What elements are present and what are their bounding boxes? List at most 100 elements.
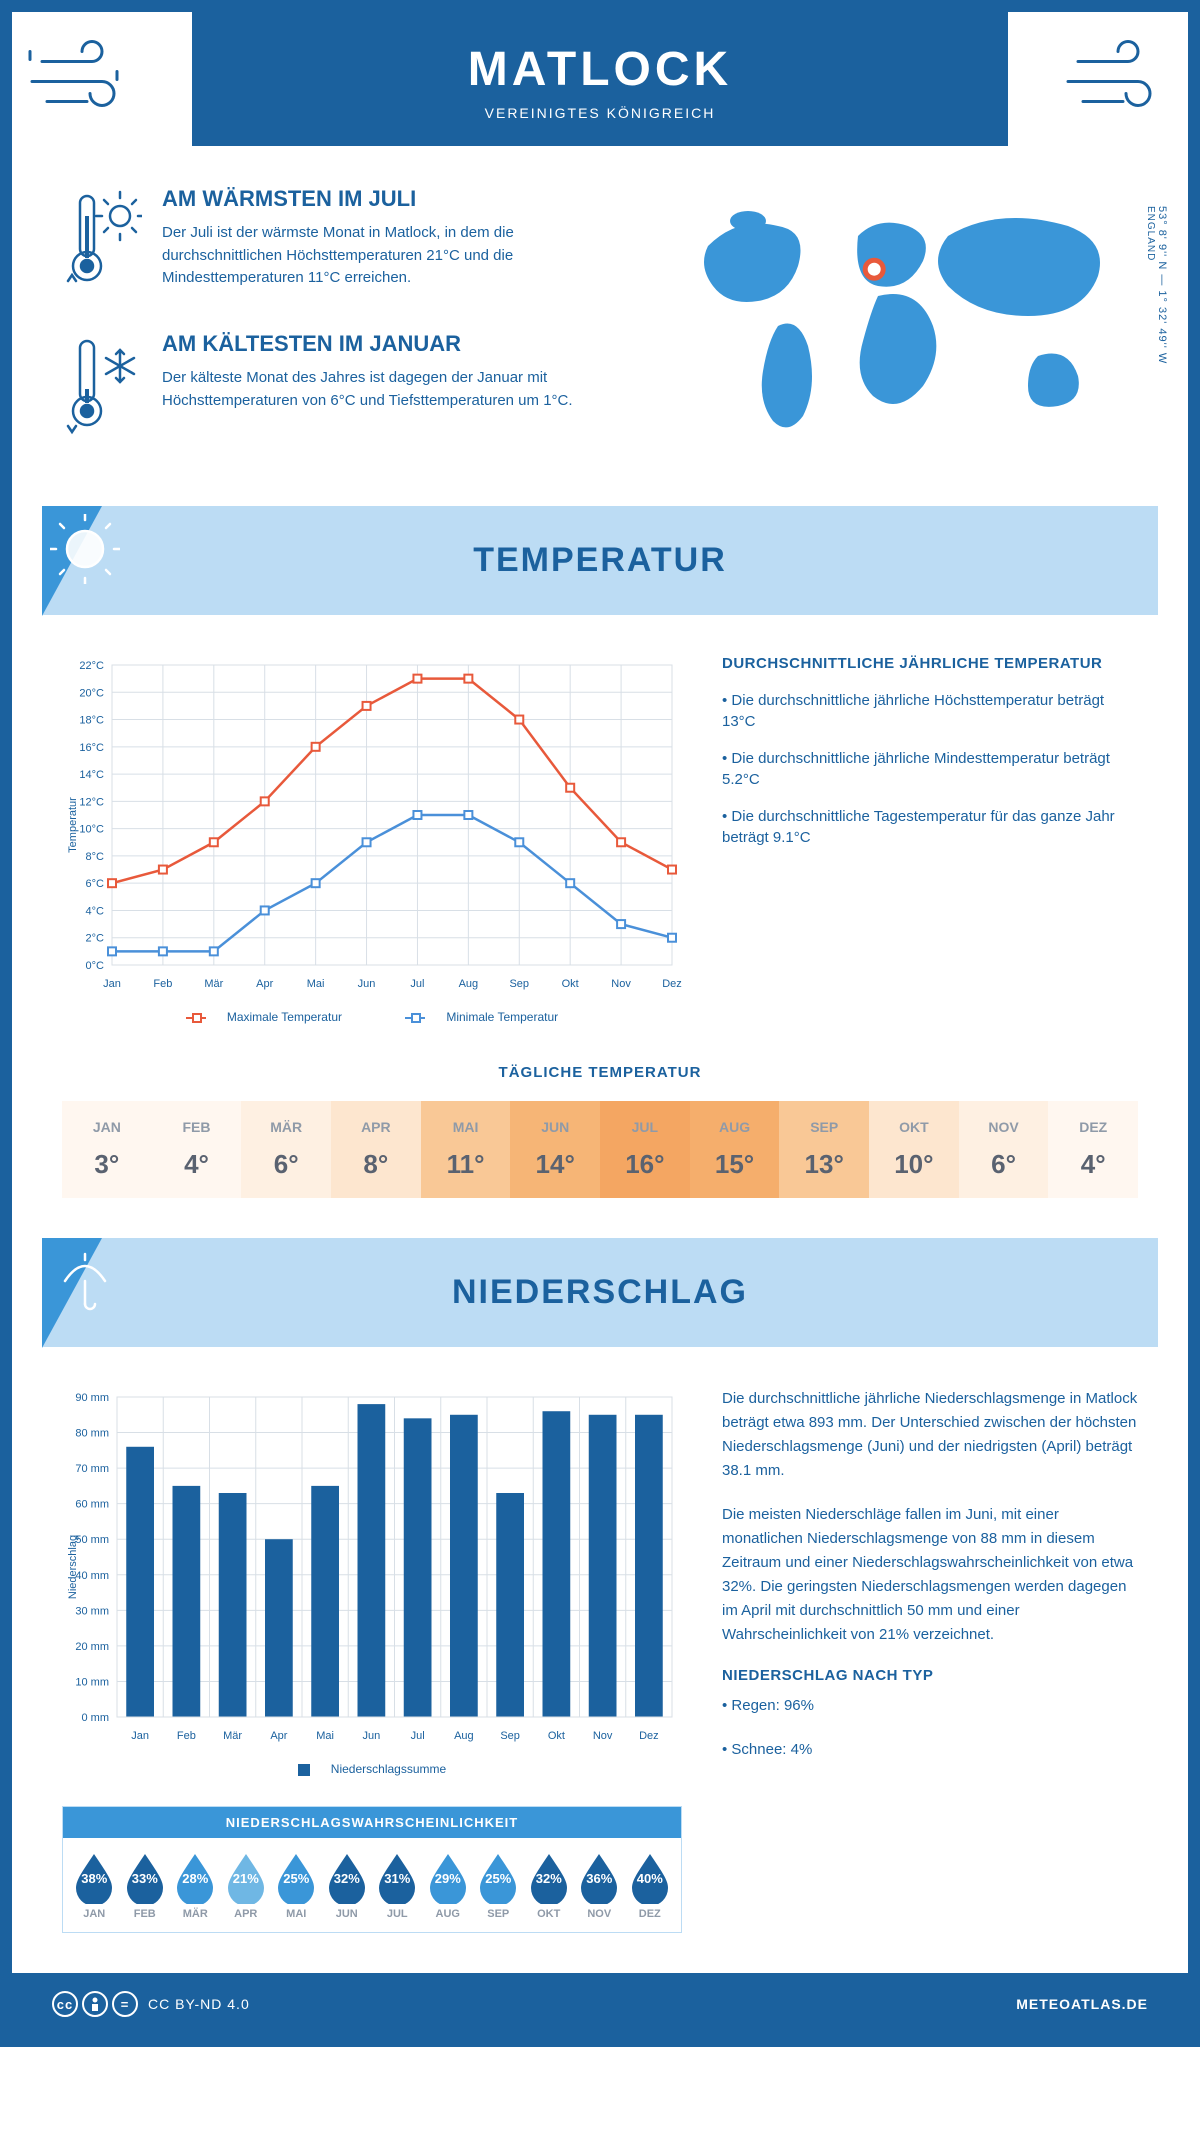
svg-text:30 mm: 30 mm [75, 1605, 109, 1617]
infographic-page: MATLOCK VEREINIGTES KÖNIGREICH [0, 0, 1200, 2047]
temp-info-heading: DURCHSCHNITTLICHE JÄHRLICHE TEMPERATUR [722, 655, 1138, 672]
daily-temp-cell: FEB4° [152, 1101, 242, 1198]
precip-type-heading: NIEDERSCHLAG NACH TYP [722, 1667, 1138, 1684]
precipitation-body: 0 mm10 mm20 mm30 mm40 mm50 mm60 mm70 mm8… [12, 1347, 1188, 1973]
svg-text:20 mm: 20 mm [75, 1641, 109, 1653]
svg-text:16°C: 16°C [79, 742, 104, 754]
svg-text:Nov: Nov [611, 978, 631, 990]
precipitation-bar-chart: 0 mm10 mm20 mm30 mm40 mm50 mm60 mm70 mm8… [62, 1387, 682, 1776]
temp-bullet: • Die durchschnittliche jährliche Mindes… [722, 748, 1138, 790]
svg-text:Sep: Sep [509, 978, 529, 990]
probability-drop: 33%FEB [120, 1850, 171, 1920]
daily-temp-cell: SEP13° [779, 1101, 869, 1198]
precipitation-section-header: NIEDERSCHLAG [42, 1238, 1158, 1347]
prob-heading: NIEDERSCHLAGSWAHRSCHEINLICHKEIT [63, 1807, 681, 1838]
probability-drop: 32%JUN [322, 1850, 373, 1920]
svg-text:22°C: 22°C [79, 660, 104, 672]
svg-text:40 mm: 40 mm [75, 1570, 109, 1582]
coordinates: 53° 8' 9'' N — 1° 32' 49'' WENGLAND [1144, 206, 1168, 364]
daily-temp-cell: MÄR6° [241, 1101, 331, 1198]
daily-temp-cell: APR8° [331, 1101, 421, 1198]
cc-icon: cc [52, 1991, 78, 2017]
probability-drop: 32%OKT [524, 1850, 575, 1920]
svg-text:Nov: Nov [593, 1730, 613, 1742]
svg-text:Apr: Apr [256, 978, 273, 990]
svg-text:Mär: Mär [223, 1730, 242, 1742]
svg-text:60 mm: 60 mm [75, 1499, 109, 1511]
precip-chart-legend: Niederschlagssumme [62, 1762, 682, 1776]
thermometer-sun-icon [62, 186, 142, 301]
probability-drop: 31%JUL [372, 1850, 423, 1920]
svg-text:Aug: Aug [459, 978, 479, 990]
temperature-line-chart: 0°C2°C4°C6°C8°C10°C12°C14°C16°C18°C20°C2… [62, 655, 682, 1024]
daily-temperature: TÄGLICHE TEMPERATUR JAN3°FEB4°MÄR6°APR8°… [12, 1064, 1188, 1238]
coldest-text: Der kälteste Monat des Jahres ist dagege… [162, 367, 628, 412]
precipitation-heading: NIEDERSCHLAG [42, 1273, 1158, 1312]
temp-bullet: • Die durchschnittliche Tagestemperatur … [722, 806, 1138, 848]
temperature-section-header: TEMPERATUR [42, 506, 1158, 615]
probability-drop: 21%APR [221, 1850, 272, 1920]
temp-bullet: • Die durchschnittliche jährliche Höchst… [722, 690, 1138, 732]
nd-icon: = [112, 1991, 138, 2017]
svg-text:10°C: 10°C [79, 824, 104, 836]
wind-icon [1058, 32, 1178, 127]
svg-text:Feb: Feb [177, 1730, 196, 1742]
daily-temp-cell: MAI11° [421, 1101, 511, 1198]
svg-text:50 mm: 50 mm [75, 1534, 109, 1546]
svg-text:Jun: Jun [358, 978, 376, 990]
svg-text:6°C: 6°C [86, 878, 105, 890]
probability-drop: 25%MAI [271, 1850, 322, 1920]
svg-text:2°C: 2°C [86, 933, 105, 945]
probability-drop: 40%DEZ [625, 1850, 676, 1920]
temperature-heading: TEMPERATUR [42, 541, 1158, 580]
warmest-fact: AM WÄRMSTEN IM JULI Der Juli ist der wär… [62, 186, 628, 301]
svg-text:Aug: Aug [454, 1730, 474, 1742]
coldest-fact: AM KÄLTESTEN IM JANUAR Der kälteste Mona… [62, 331, 628, 446]
svg-text:Sep: Sep [500, 1730, 520, 1742]
daily-temp-heading: TÄGLICHE TEMPERATUR [62, 1064, 1138, 1081]
svg-text:10 mm: 10 mm [75, 1676, 109, 1688]
cc-icons: cc = [52, 1991, 138, 2017]
svg-text:Jun: Jun [363, 1730, 381, 1742]
country-subtitle: VEREINIGTES KÖNIGREICH [192, 105, 1008, 121]
temperature-info: DURCHSCHNITTLICHE JÄHRLICHE TEMPERATUR •… [722, 655, 1138, 1024]
daily-temp-cell: NOV6° [959, 1101, 1049, 1198]
svg-text:90 mm: 90 mm [75, 1392, 109, 1404]
svg-text:Jul: Jul [410, 978, 424, 990]
overview-section: AM WÄRMSTEN IM JULI Der Juli ist der wär… [12, 146, 1188, 506]
svg-text:Jan: Jan [103, 978, 121, 990]
svg-text:Mai: Mai [316, 1730, 334, 1742]
site-name: METEOATLAS.DE [1016, 1996, 1148, 2012]
daily-temp-cell: JAN3° [62, 1101, 152, 1198]
svg-text:Jul: Jul [411, 1730, 425, 1742]
probability-drop: 36%NOV [574, 1850, 625, 1920]
svg-text:80 mm: 80 mm [75, 1428, 109, 1440]
wind-icon [22, 32, 142, 127]
world-map: 53° 8' 9'' N — 1° 32' 49'' WENGLAND [658, 186, 1138, 476]
precipitation-probability: NIEDERSCHLAGSWAHRSCHEINLICHKEIT 38%JAN33… [62, 1806, 682, 1933]
city-title: MATLOCK [192, 42, 1008, 97]
svg-text:70 mm: 70 mm [75, 1463, 109, 1475]
thermometer-snow-icon [62, 331, 142, 446]
svg-text:Apr: Apr [270, 1730, 287, 1742]
svg-text:Niederschlag: Niederschlag [67, 1535, 79, 1599]
probability-drop: 25%SEP [473, 1850, 524, 1920]
svg-text:20°C: 20°C [79, 687, 104, 699]
daily-temp-cell: AUG15° [690, 1101, 780, 1198]
daily-temp-cell: DEZ4° [1048, 1101, 1138, 1198]
svg-text:14°C: 14°C [79, 769, 104, 781]
svg-text:Okt: Okt [562, 978, 579, 990]
svg-text:18°C: 18°C [79, 715, 104, 727]
precip-type-item: • Regen: 96% [722, 1694, 1138, 1718]
probability-drop: 29%AUG [423, 1850, 474, 1920]
coldest-title: AM KÄLTESTEN IM JANUAR [162, 331, 628, 357]
svg-text:Mär: Mär [204, 978, 223, 990]
header: MATLOCK VEREINIGTES KÖNIGREICH [192, 12, 1008, 146]
probability-drop: 28%MÄR [170, 1850, 221, 1920]
svg-text:8°C: 8°C [86, 851, 105, 863]
svg-text:0°C: 0°C [86, 960, 105, 972]
svg-text:Dez: Dez [639, 1730, 659, 1742]
svg-text:4°C: 4°C [86, 905, 105, 917]
svg-text:Feb: Feb [153, 978, 172, 990]
svg-text:Okt: Okt [548, 1730, 565, 1742]
